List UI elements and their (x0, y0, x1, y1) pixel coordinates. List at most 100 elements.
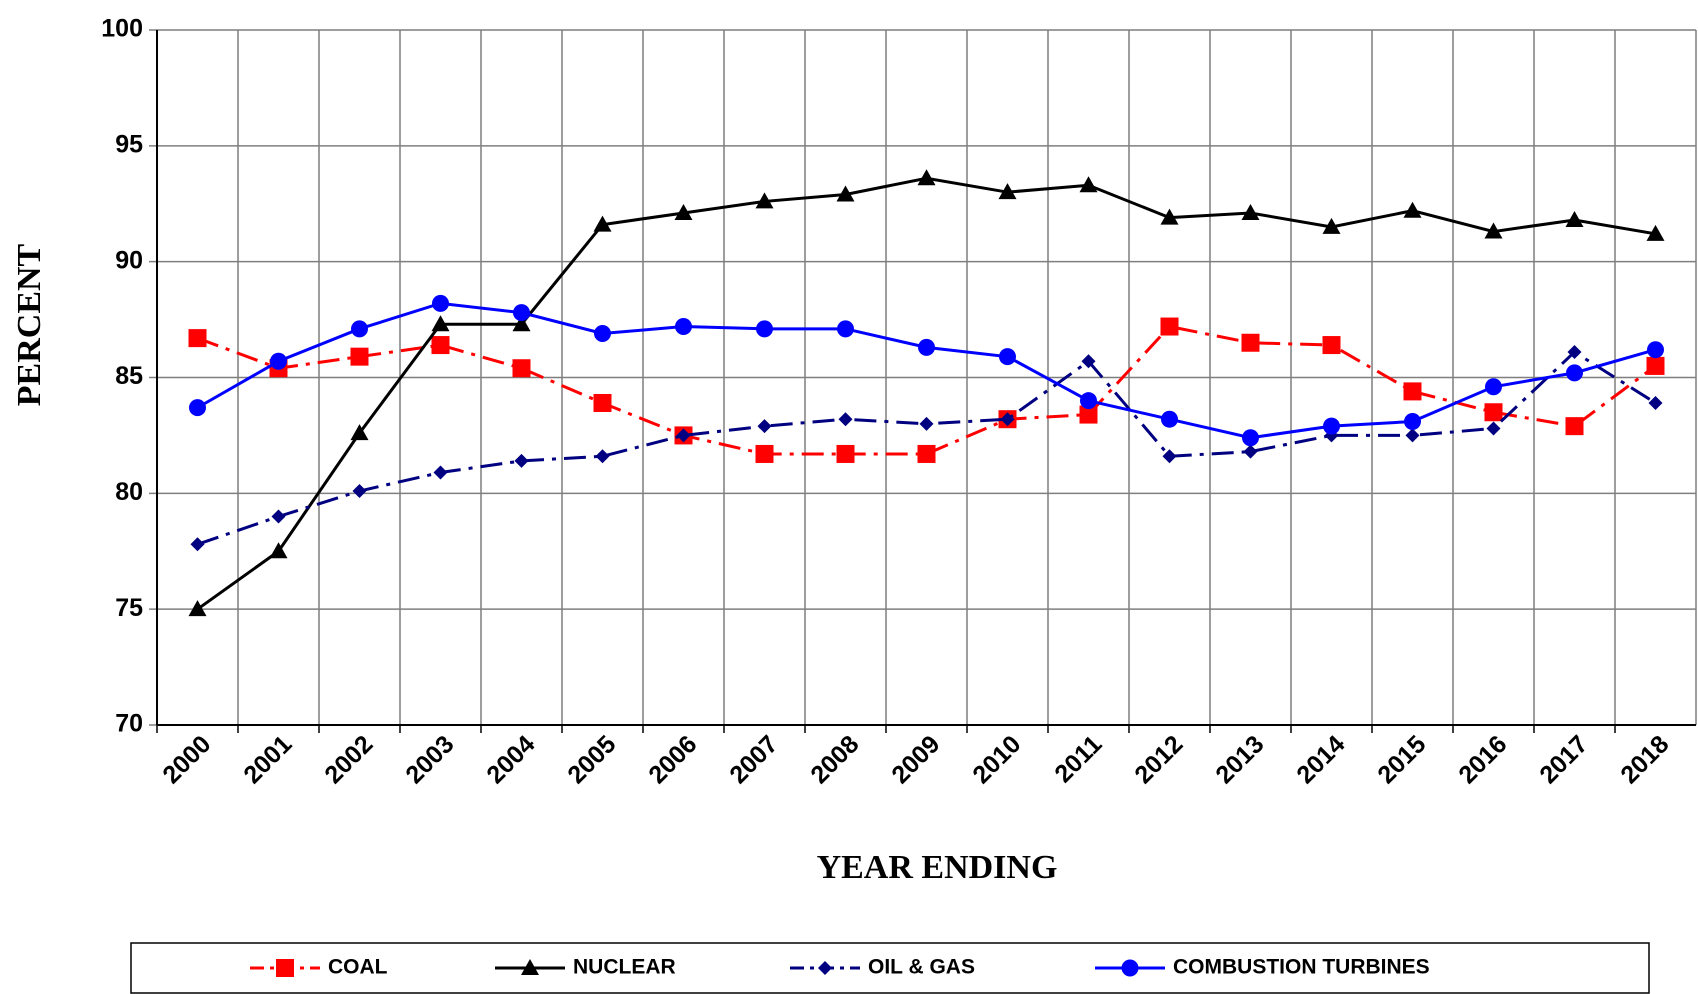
marker (1565, 210, 1584, 227)
marker (1322, 217, 1341, 234)
marker (1403, 201, 1422, 218)
marker (1484, 222, 1503, 239)
y-tick-label: 70 (115, 710, 143, 738)
marker (1484, 403, 1503, 422)
marker (593, 393, 612, 412)
marker (675, 318, 692, 336)
x-tick-label: 2017 (1534, 730, 1593, 789)
marker (1079, 405, 1098, 424)
marker (1322, 336, 1341, 355)
marker (352, 484, 367, 499)
marker (514, 453, 529, 468)
x-tick-label: 2014 (1291, 730, 1350, 789)
marker (189, 399, 206, 417)
legend-label: COAL (328, 956, 388, 979)
marker (999, 348, 1016, 366)
marker (593, 215, 612, 232)
legend-item: NUCLEAR (495, 956, 676, 979)
x-tick-label: 2000 (157, 730, 216, 789)
marker (1160, 208, 1179, 225)
marker (351, 320, 368, 338)
y-tick-label: 90 (115, 246, 143, 274)
marker (432, 294, 449, 312)
marker (756, 320, 773, 338)
marker (1566, 364, 1583, 382)
marker (1243, 444, 1258, 459)
y-tick-label: 75 (115, 594, 143, 622)
marker (1486, 421, 1501, 436)
marker (188, 329, 207, 348)
marker (755, 444, 774, 463)
marker (917, 444, 936, 463)
x-tick-label: 2012 (1129, 730, 1188, 789)
x-tick-label: 2018 (1615, 730, 1674, 789)
series-line (196, 176, 1656, 611)
marker (1565, 417, 1584, 436)
marker (512, 359, 531, 378)
marker (270, 352, 287, 370)
marker (1080, 392, 1097, 410)
x-tick-label: 2009 (886, 730, 945, 789)
marker (350, 347, 369, 366)
marker (917, 169, 936, 186)
marker (1404, 413, 1421, 431)
marker (1081, 354, 1096, 369)
marker (755, 192, 774, 209)
y-tick-label: 95 (115, 130, 143, 158)
marker (1242, 429, 1259, 447)
x-tick-label: 2003 (400, 730, 459, 789)
marker (521, 959, 539, 975)
x-tick-label: 2016 (1453, 730, 1512, 789)
x-tick-label: 2006 (643, 730, 702, 789)
marker (757, 419, 772, 434)
marker (350, 424, 369, 441)
y-tick-label: 100 (101, 15, 143, 43)
y-tick-label: 85 (115, 362, 143, 390)
y-axis-title: PERCENT (11, 243, 48, 406)
x-tick-label: 2013 (1210, 730, 1269, 789)
marker (271, 509, 286, 524)
marker (594, 324, 611, 342)
legend-box (130, 942, 1650, 994)
x-tick-label: 2002 (319, 730, 378, 789)
x-tick-label: 2001 (238, 730, 297, 789)
marker (512, 315, 531, 332)
x-axis-title: YEAR ENDING (817, 849, 1058, 886)
x-tick-label: 2011 (1049, 730, 1107, 788)
marker (918, 338, 935, 356)
marker (431, 336, 450, 355)
marker (1160, 317, 1179, 336)
marker (1646, 356, 1665, 375)
marker (1646, 224, 1665, 241)
marker (674, 204, 693, 221)
marker (1323, 417, 1340, 435)
marker (919, 416, 934, 431)
marker (1403, 382, 1422, 401)
marker (1000, 412, 1015, 427)
marker (1405, 428, 1420, 443)
marker (676, 428, 691, 443)
marker (190, 537, 205, 552)
x-tick-label: 2008 (805, 730, 864, 789)
marker (1241, 333, 1260, 352)
marker (818, 961, 832, 975)
marker (595, 449, 610, 464)
legend-label: OIL & GAS (868, 956, 975, 979)
marker (1121, 959, 1139, 977)
x-tick-label: 2007 (724, 730, 783, 789)
marker (513, 304, 530, 322)
marker (1485, 378, 1502, 396)
marker (276, 959, 294, 977)
marker (1162, 449, 1177, 464)
marker (837, 320, 854, 338)
marker (269, 542, 288, 559)
legend-item: OIL & GAS (790, 956, 975, 979)
marker (1648, 395, 1663, 410)
y-tick-label: 80 (115, 478, 143, 506)
x-tick-label: 2015 (1372, 730, 1431, 789)
marker (998, 183, 1017, 200)
marker (836, 185, 855, 202)
legend-label: NUCLEAR (573, 956, 676, 979)
marker (836, 444, 855, 463)
